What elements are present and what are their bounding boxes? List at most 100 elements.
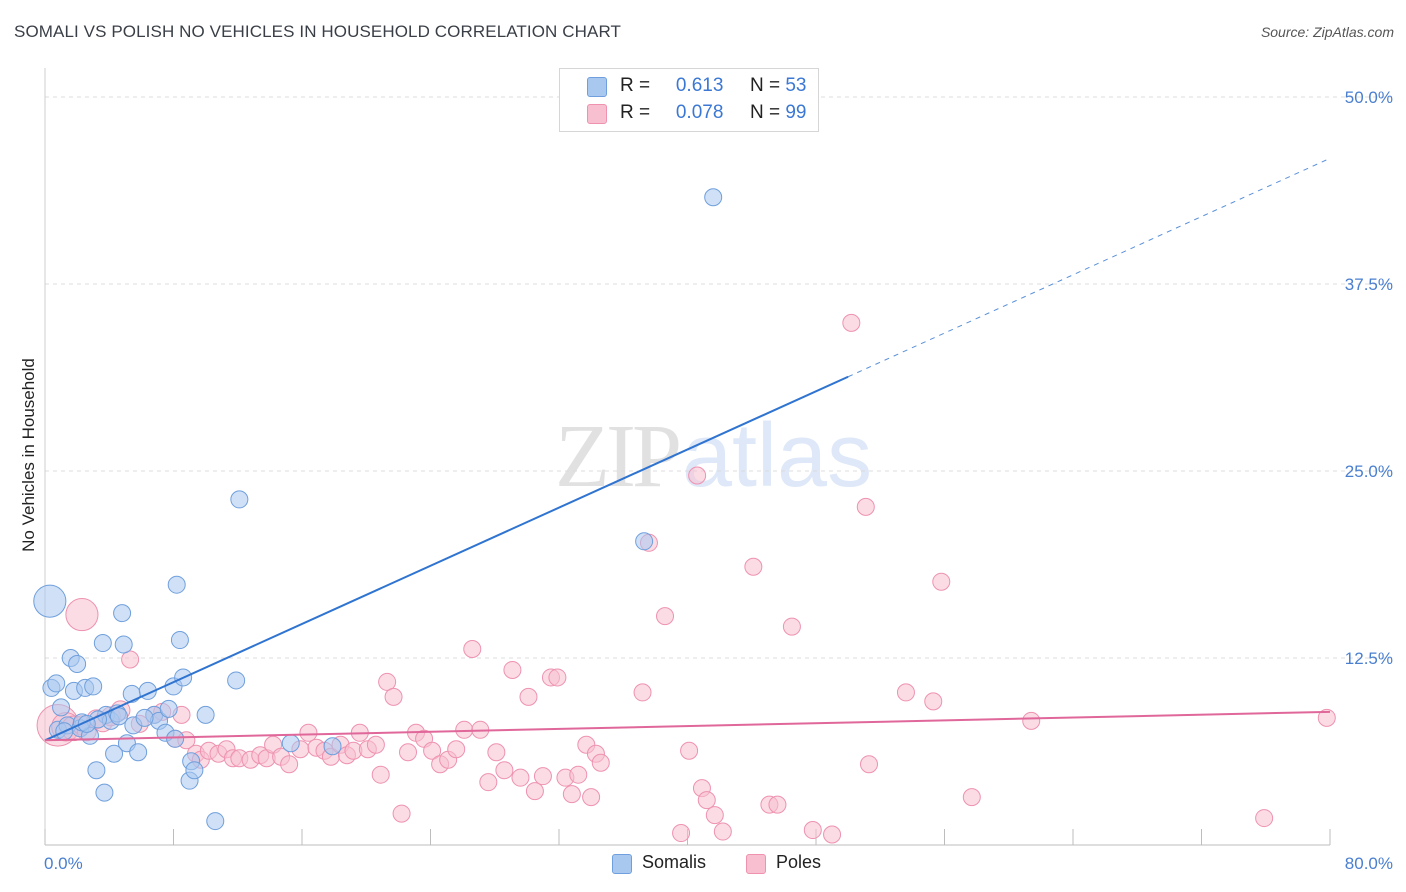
- data-point-somalis: [84, 677, 103, 696]
- data-point-poles: [713, 822, 732, 841]
- data-point-somalis: [281, 734, 300, 753]
- legend-r-label: R =: [620, 75, 651, 96]
- data-point-poles: [768, 795, 787, 814]
- data-point-somalis: [93, 634, 112, 653]
- y-tick-label: 25.0%: [1345, 462, 1393, 481]
- watermark: ZIPatlas: [555, 405, 872, 508]
- data-point-poles: [680, 741, 699, 760]
- data-point-somalis: [135, 708, 154, 727]
- data-point-poles: [744, 557, 763, 576]
- source-label: Source: ZipAtlas.com: [1260, 24, 1394, 40]
- data-point-poles: [121, 650, 140, 669]
- data-point-somalis: [206, 812, 225, 831]
- y-tick-label: 37.5%: [1345, 275, 1393, 294]
- data-point-poles: [688, 466, 707, 485]
- series-poles: [36, 313, 1336, 844]
- data-point-somalis: [68, 654, 87, 673]
- trend-line-poles: [44, 710, 1331, 742]
- data-point-poles: [860, 755, 879, 774]
- legend-swatch-poles: [587, 104, 607, 124]
- data-point-poles: [924, 692, 943, 711]
- y-axis-label: No Vehicles in Household: [19, 358, 38, 552]
- data-point-somalis: [47, 674, 66, 693]
- axes: [44, 68, 1331, 846]
- data-point-poles: [392, 804, 411, 823]
- trend-line-somalis: [44, 375, 849, 742]
- grid-lines: [45, 96, 1392, 659]
- data-point-poles: [399, 743, 418, 762]
- data-point-poles: [562, 785, 581, 804]
- data-point-poles: [371, 765, 390, 784]
- data-point-poles: [1317, 708, 1336, 727]
- data-point-somalis: [227, 671, 246, 690]
- data-point-poles: [463, 640, 482, 659]
- legend-label-somalis: Somalis: [642, 852, 707, 872]
- data-point-poles: [633, 683, 652, 702]
- legend-n-value: 53: [785, 75, 807, 96]
- data-point-poles: [378, 672, 397, 691]
- legend-swatch-poles: [746, 854, 766, 874]
- data-point-somalis: [196, 705, 215, 724]
- x-tick-label: 80.0%: [1345, 854, 1393, 873]
- data-point-poles: [591, 753, 610, 772]
- data-point-somalis: [52, 698, 71, 717]
- data-point-poles: [533, 767, 552, 786]
- legend-n-label: N =: [749, 75, 781, 96]
- data-point-poles: [842, 313, 861, 332]
- data-point-poles: [856, 497, 875, 516]
- data-point-poles: [455, 720, 474, 739]
- legend-r-label: R =: [620, 102, 651, 123]
- data-point-poles: [569, 765, 588, 784]
- data-point-poles: [525, 782, 544, 801]
- y-tick-label: 50.0%: [1345, 88, 1393, 107]
- data-point-poles: [1255, 809, 1274, 828]
- data-point-poles: [1022, 711, 1041, 730]
- data-point-somalis: [95, 783, 114, 802]
- legend-label-poles: Poles: [776, 852, 822, 872]
- y-tick-label: 12.5%: [1345, 649, 1393, 668]
- data-point-poles: [782, 617, 801, 636]
- data-point-somalis: [635, 532, 654, 551]
- legend-r-value: 0.613: [675, 75, 724, 96]
- legend-swatch-somalis: [587, 77, 607, 97]
- data-point-somalis: [159, 699, 178, 718]
- legend-n-value: 99: [785, 102, 807, 123]
- data-point-poles: [656, 607, 675, 626]
- chart-title: SOMALI VS POLISH NO VEHICLES IN HOUSEHOL…: [14, 22, 622, 41]
- watermark-zip: ZIP: [555, 407, 682, 506]
- trend-lines: [44, 157, 1331, 742]
- data-point-somalis: [170, 631, 189, 650]
- data-point-poles: [65, 598, 99, 632]
- data-point-poles: [672, 824, 691, 843]
- watermark-atlas: atlas: [682, 406, 873, 506]
- data-point-poles: [384, 687, 403, 706]
- legend-n-label: N =: [749, 102, 781, 123]
- data-point-poles: [823, 825, 842, 844]
- data-point-poles: [280, 755, 299, 774]
- data-point-somalis: [323, 737, 342, 756]
- legend-stats-poles: R = 0.078 N = 99: [620, 102, 806, 124]
- data-point-poles: [582, 788, 601, 807]
- data-point-poles: [803, 821, 822, 840]
- data-point-poles: [896, 683, 915, 702]
- data-point-somalis: [185, 761, 204, 780]
- data-point-somalis: [113, 604, 132, 623]
- data-point-somalis: [230, 490, 249, 509]
- legend-r-value: 0.078: [675, 102, 724, 123]
- trend-line-somalis-extension: [847, 157, 1331, 378]
- data-point-poles: [366, 735, 385, 754]
- data-point-poles: [697, 791, 716, 810]
- series-legend: Somalis Poles: [0, 852, 1406, 876]
- data-point-poles: [423, 741, 442, 760]
- data-point-somalis: [129, 743, 148, 762]
- data-point-poles: [519, 687, 538, 706]
- data-point-somalis: [87, 761, 106, 780]
- tick-labels: 12.5% 25.0% 37.5% 50.0% 0.0% 80.0%: [44, 88, 1393, 873]
- data-point-poles: [487, 743, 506, 762]
- legend-swatch-somalis: [612, 854, 632, 874]
- data-point-poles: [479, 773, 498, 792]
- data-point-somalis: [114, 635, 133, 654]
- data-point-somalis: [167, 575, 186, 594]
- data-point-poles: [511, 768, 530, 787]
